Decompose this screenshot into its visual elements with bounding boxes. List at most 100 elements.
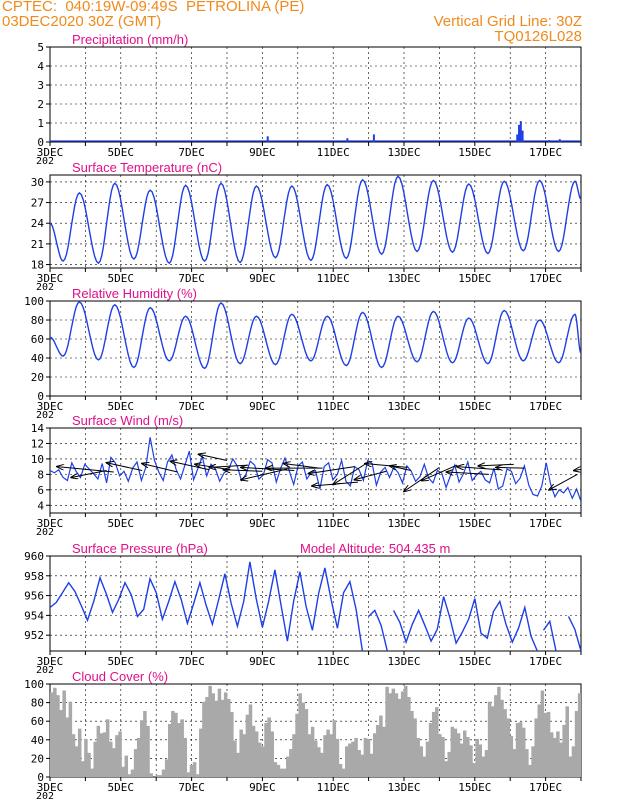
cloud-bar (354, 737, 358, 777)
cloud-bar (518, 722, 523, 777)
cloud-bar (323, 735, 327, 777)
cloud-bar (261, 746, 265, 777)
cloud-bar (456, 733, 461, 777)
cloud-title: Cloud Cover (%) (72, 669, 168, 684)
wind-ytick-label: 6 (37, 484, 44, 497)
cloud-ytick-label: 20 (31, 752, 44, 765)
humidity-data (50, 301, 581, 370)
cloud-bar (149, 773, 153, 777)
wind-arrow (333, 461, 369, 484)
cloud-bar (270, 731, 274, 777)
cloud-bar (478, 744, 483, 777)
cloud-bar (363, 737, 368, 777)
precipitation-ytick-label: 1 (37, 117, 44, 130)
cloud-bar (515, 723, 520, 777)
cloud-bar (407, 697, 411, 777)
precipitation-xtick-label: 11DEC (317, 146, 350, 159)
cloud-ytick-label: 60 (31, 715, 44, 728)
cloud-bar (87, 752, 91, 777)
cloud-bar (562, 724, 566, 777)
cloud-bar (295, 713, 299, 777)
humidity-ytick-label: 0 (37, 390, 44, 403)
cloud-bar (494, 695, 498, 777)
cloud-bar (168, 723, 172, 777)
cloud-bar (146, 725, 150, 777)
pressure-line (368, 609, 388, 651)
cloud-bar (413, 718, 417, 777)
cloud-bar (177, 723, 181, 777)
cloud-bar (472, 763, 476, 777)
cloud-bar (93, 741, 97, 777)
cloud-bar (282, 768, 287, 777)
cloud-bar (497, 686, 501, 777)
wind-arrow (107, 463, 143, 471)
cloud-bar (214, 700, 219, 777)
temperature-xtick-label: 15DEC (458, 272, 491, 285)
wind-arrow (365, 464, 408, 468)
wind-xtick-label: 17DEC (529, 517, 562, 530)
cloud-bar (326, 729, 330, 777)
cloud-bar (230, 711, 234, 777)
cloud-bar (453, 728, 458, 777)
cloud-bar (484, 750, 489, 777)
wind-arrow (446, 472, 489, 474)
cloud-bar (136, 737, 141, 777)
pressure-annotation: Model Altitude: 504.435 m (300, 541, 450, 556)
cloud-bar (546, 711, 551, 777)
pressure-data (50, 561, 581, 651)
cloud-bar (239, 729, 243, 777)
pressure-line (50, 561, 364, 651)
cloud-bar (74, 746, 79, 777)
cloud-bar (447, 751, 451, 777)
cloud-bar (68, 701, 73, 777)
pressure-xtick-label: 3DEC (37, 655, 64, 668)
pressure-year-label: 202 (36, 665, 54, 676)
cloud-bar (267, 717, 271, 777)
cloud-bar (310, 726, 315, 777)
precip-bar (518, 124, 521, 142)
cloud-bar (348, 743, 352, 777)
precipitation-year-label: 202 (36, 156, 54, 167)
pressure-xtick-label: 13DEC (387, 655, 420, 668)
wind-ytick-label: 4 (37, 499, 44, 512)
wind-arrow (457, 467, 500, 471)
temperature-xtick-label: 13DEC (387, 272, 420, 285)
cloud-bar (205, 697, 209, 777)
pressure-ytick-label: 956 (24, 590, 44, 603)
cloud-bar (158, 775, 163, 777)
cloud-bar (506, 718, 510, 777)
wind-arrow (574, 465, 581, 470)
pressure-xtick-label: 17DEC (529, 655, 562, 668)
cloud-bar (180, 719, 184, 777)
cloud-bar (50, 692, 54, 777)
wind-arrow (478, 464, 514, 466)
wind-data (50, 437, 581, 502)
cloud-bar (286, 756, 290, 777)
cloud-ytick-label: 80 (31, 697, 44, 710)
cloud-bar (307, 734, 312, 777)
cloud-bar (329, 734, 333, 777)
cloud-bar (77, 728, 82, 777)
wind-ytick-label: 14 (31, 422, 45, 435)
cloud-xtick-label: 5DEC (108, 781, 135, 794)
wind-arrow (354, 470, 387, 480)
pressure-ytick-label: 958 (24, 570, 44, 583)
cloud-bar (577, 693, 581, 777)
cloud-bar (71, 734, 76, 777)
precip-bar (266, 136, 269, 142)
pressure-xtick-label: 15DEC (458, 655, 491, 668)
cloud-bar (549, 732, 554, 777)
cloud-bar (466, 737, 470, 777)
humidity-ytick-label: 80 (31, 314, 44, 327)
cloud-bar (431, 711, 436, 777)
wind-arrow (422, 464, 458, 480)
pressure-ytick-label: 960 (24, 550, 44, 563)
cloud-bar (298, 693, 302, 777)
wind-panel: 4 6 8 10 12 14 3DEC 5DEC 7DEC 9DEC 11DEC 13DEC 15DEC… (31, 413, 582, 538)
cloud-bar (394, 693, 399, 777)
pressure-line (542, 619, 557, 651)
cloud-xtick-label: 15DEC (458, 781, 491, 794)
cloud-bar (84, 738, 88, 777)
cloud-bar (568, 756, 573, 777)
humidity-line (50, 301, 581, 370)
